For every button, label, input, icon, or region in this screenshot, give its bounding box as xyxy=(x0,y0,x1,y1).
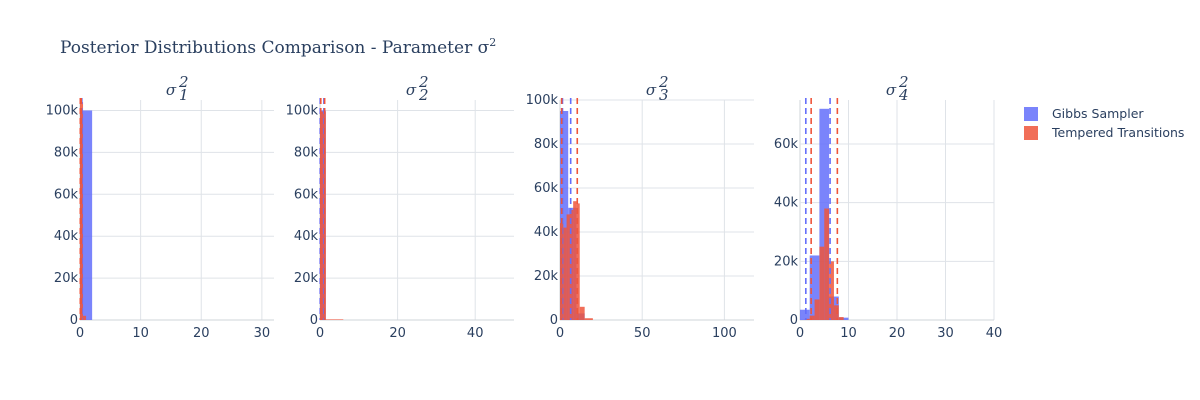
x-tick-label: 10 xyxy=(132,326,149,341)
histogram-bar-gibbs xyxy=(560,111,569,320)
x-tick-label: 20 xyxy=(389,326,406,341)
subplot-title-symbol: σ xyxy=(646,81,657,99)
subplot-title-sup: 2 xyxy=(418,73,429,91)
subplot-title: σ 22 xyxy=(406,73,429,104)
histogram-bar-tempered xyxy=(83,315,87,320)
subplot-title-sub: 2 xyxy=(418,86,429,104)
x-tick-label: 10 xyxy=(840,326,857,341)
y-tick-label: 0 xyxy=(790,313,798,328)
subplot-title-sup: 2 xyxy=(898,73,909,91)
histogram-bar-tempered xyxy=(804,318,810,320)
subplot-title-symbol: σ xyxy=(166,81,177,99)
subplot-title: σ 21 xyxy=(166,73,189,104)
subplot-title-symbol: σ xyxy=(886,81,897,99)
y-tick-label: 40k xyxy=(774,196,799,211)
histogram-bar-tempered xyxy=(566,214,570,320)
y-tick-label: 40k xyxy=(54,229,79,244)
histogram-bar-tempered xyxy=(809,315,815,320)
figure-title: Posterior Distributions Comparison - Par… xyxy=(60,36,496,58)
subplot-1: 0 10 20 30 0 20k 40k 60k 80k 100k σ 21 xyxy=(46,73,274,341)
histogram-bar-gibbs xyxy=(800,309,810,320)
y-tick-label: 20k xyxy=(54,271,79,286)
y-tick-label: 40k xyxy=(534,225,559,240)
subplot-title-sub: 3 xyxy=(659,86,669,104)
x-tick-label: 40 xyxy=(986,326,1003,341)
histogram-bar-gibbs xyxy=(809,255,820,320)
x-tick-label: 30 xyxy=(937,326,954,341)
legend-label: Tempered Transitions xyxy=(1051,125,1184,140)
x-tick-label: 20 xyxy=(889,326,906,341)
legend-swatch xyxy=(1024,126,1038,140)
subplot-2: 0 20 40 0 20k 40k 60k 80k 100k σ 22 xyxy=(286,73,514,341)
histogram-bar-gibbs xyxy=(838,317,849,320)
legend-label: Gibbs Sampler xyxy=(1052,106,1144,121)
histogram-bar-tempered xyxy=(576,203,580,320)
x-tick-label: 50 xyxy=(634,326,651,341)
x-tick-label: 30 xyxy=(254,326,271,341)
x-tick-label: 20 xyxy=(193,326,210,341)
subplot-title-symbol: σ xyxy=(406,81,417,99)
y-tick-label: 20k xyxy=(534,269,559,284)
subplot-title: σ 23 xyxy=(646,73,669,104)
histogram-bar-tempered xyxy=(833,305,839,320)
subplot-4: 0 10 20 30 40 0 20k 40k 60k σ 24 xyxy=(774,73,1002,341)
x-tick-label: 0 xyxy=(76,326,84,341)
histogram-bar-tempered xyxy=(584,318,593,320)
y-tick-label: 0 xyxy=(550,313,558,328)
y-tick-label: 60k xyxy=(774,137,799,152)
y-tick-label: 80k xyxy=(534,137,559,152)
x-tick-label: 0 xyxy=(796,326,804,341)
subplot-title-sub: 4 xyxy=(898,86,909,104)
histogram-bar-tempered xyxy=(325,319,344,320)
y-tick-label: 0 xyxy=(310,313,318,328)
legend[interactable]: Gibbs Sampler Tempered Transitions xyxy=(1024,106,1184,140)
legend-item-tempered[interactable]: Tempered Transitions xyxy=(1024,125,1184,140)
legend-swatch xyxy=(1024,107,1038,121)
y-tick-label: 60k xyxy=(294,187,319,202)
histogram-bar-tempered xyxy=(819,246,825,320)
subplot-title-sup: 2 xyxy=(658,73,669,91)
y-tick-label: 100k xyxy=(526,93,559,108)
y-tick-label: 60k xyxy=(534,181,559,196)
y-tick-label: 0 xyxy=(70,313,78,328)
subplot-title-sub: 1 xyxy=(179,86,189,104)
subplot-3: 0 50 100 0 20k 40k 60k 80k 100k σ 23 xyxy=(526,73,754,341)
subplot-title: σ 24 xyxy=(886,73,909,104)
x-tick-label: 40 xyxy=(467,326,484,341)
y-tick-label: 40k xyxy=(294,229,319,244)
histogram-bar-tempered xyxy=(814,299,820,320)
x-tick-label: 100 xyxy=(712,326,737,341)
histogram-bar-tempered xyxy=(569,210,574,320)
y-tick-label: 80k xyxy=(294,145,319,160)
histogram-bar-tempered xyxy=(573,201,577,320)
histogram-bar-tempered xyxy=(824,208,830,320)
y-tick-label: 20k xyxy=(294,271,319,286)
subplot-title-sup: 2 xyxy=(178,73,189,91)
x-tick-label: 0 xyxy=(316,326,324,341)
histogram-bar-tempered xyxy=(320,111,326,321)
y-tick-label: 100k xyxy=(286,103,319,118)
y-tick-label: 80k xyxy=(54,145,79,160)
histogram-bar-tempered xyxy=(829,261,834,320)
y-tick-label: 100k xyxy=(46,103,79,118)
histogram-bar-tempered xyxy=(579,306,585,320)
histogram-bar-tempered xyxy=(838,317,844,320)
y-tick-label: 60k xyxy=(54,187,79,202)
y-tick-label: 20k xyxy=(774,254,799,269)
legend-item-gibbs[interactable]: Gibbs Sampler xyxy=(1024,106,1144,121)
histogram-bar-tempered xyxy=(563,227,567,320)
x-tick-label: 0 xyxy=(556,326,564,341)
